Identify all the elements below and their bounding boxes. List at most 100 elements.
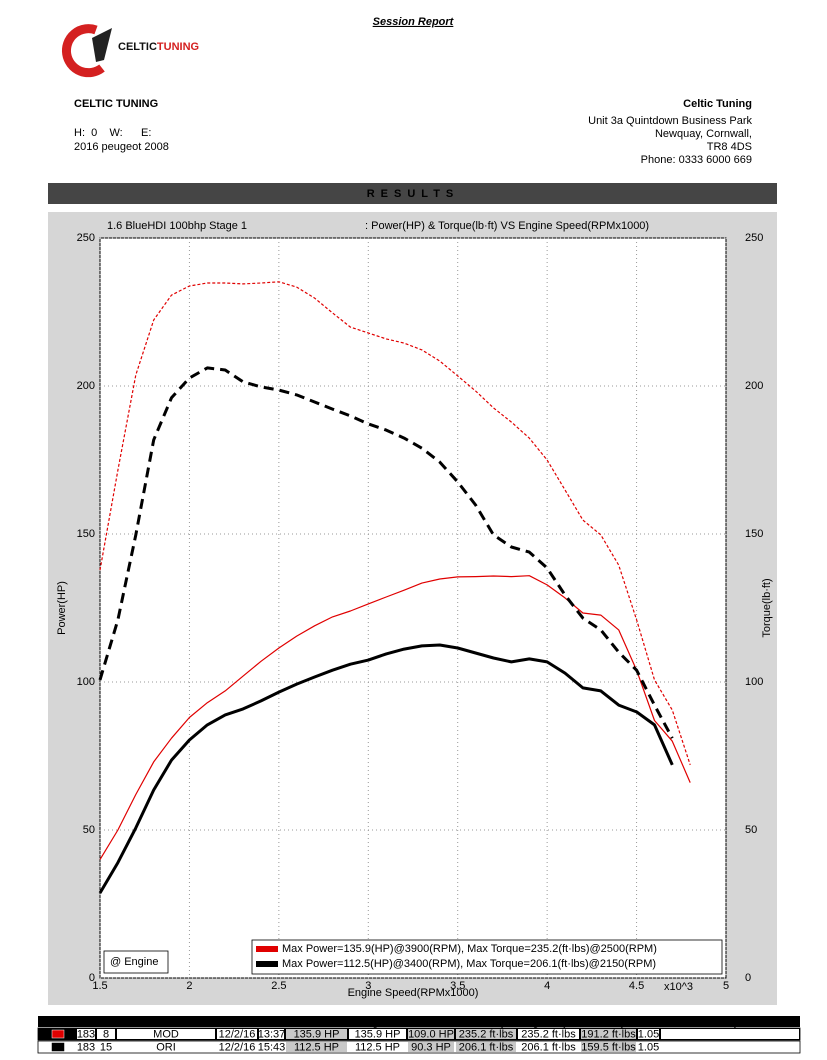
table-header: Color xyxy=(43,1016,72,1028)
y2-axis-label: Torque(lb·ft) xyxy=(761,578,773,637)
report-title: Session Report xyxy=(373,16,455,28)
table-cell xyxy=(286,1042,347,1052)
table-cell-text: 1.05 xyxy=(638,1028,659,1040)
series-line xyxy=(98,643,674,894)
color-swatch xyxy=(51,1042,65,1052)
legend-swatch xyxy=(256,946,278,952)
table-header: Run xyxy=(95,1016,117,1028)
table-cell-text: MOD xyxy=(153,1028,179,1040)
table-cell-text: 8 xyxy=(103,1028,109,1040)
company-name: CELTIC TUNING xyxy=(74,98,158,110)
plot-area xyxy=(99,237,727,979)
logo-word: TUNING xyxy=(157,41,199,53)
table-header: Max Torque xyxy=(456,1016,517,1028)
table-cell xyxy=(456,1029,516,1039)
x-tick-label: 3 xyxy=(365,980,371,992)
annotation-box xyxy=(103,950,169,974)
logo-word: CELTIC xyxy=(118,41,157,53)
table-header: Av. Torque xyxy=(581,1016,636,1028)
table-cell-text: 235.2 ft·lbs xyxy=(521,1028,576,1040)
table-header: Title xyxy=(155,1016,177,1028)
table-cell-text: 15:43 xyxy=(258,1041,286,1053)
address-line: Phone: 0333 6000 669 xyxy=(641,154,752,166)
address-name: Celtic Tuning xyxy=(683,98,752,110)
x-tick-label: 2.5 xyxy=(271,980,286,992)
y2-tick-label: 0 xyxy=(745,972,751,984)
table-cell xyxy=(638,1042,659,1052)
x-tick-label: 5 xyxy=(723,980,729,992)
table-cell-text: 112.5 HP xyxy=(355,1041,400,1053)
table-cell-text: 13:37 xyxy=(258,1028,286,1040)
series-line xyxy=(98,366,674,739)
y-tick-label: 50 xyxy=(83,824,95,836)
series-line xyxy=(99,281,691,766)
table-cell-text: ORI xyxy=(156,1041,176,1053)
y-tick-label: 200 xyxy=(77,380,95,392)
table-header-bg xyxy=(38,1016,800,1027)
table-cell-text: 12/2/16 xyxy=(219,1028,256,1040)
table-cell xyxy=(117,1042,215,1052)
table-cell xyxy=(259,1042,284,1052)
chart-title: : Power(HP) & Torque(lb·ft) VS Engine Sp… xyxy=(365,220,649,232)
table-cell-text: 90.3 HP xyxy=(411,1041,451,1053)
y2-tick-label: 100 xyxy=(745,676,763,688)
vehicle-info: 2016 peugeot 2008 xyxy=(74,141,169,153)
table-cell-text: 12/2/16 xyxy=(219,1041,256,1053)
table-cell-text: 191.2 ft·lbs xyxy=(581,1028,636,1040)
x-tick-label: 4.5 xyxy=(629,980,644,992)
legend-label: Max Power=135.9(HP)@3900(RPM), Max Torqu… xyxy=(282,943,657,955)
table-cell-text: 135.9 HP xyxy=(355,1028,401,1040)
table-cell xyxy=(217,1029,257,1039)
table-cell xyxy=(638,1029,659,1039)
table-header: Eng Torque xyxy=(518,1016,578,1028)
y2-tick-label: 200 xyxy=(745,380,763,392)
y-tick-label: 150 xyxy=(77,528,95,540)
legend-swatch xyxy=(256,961,278,967)
address-line: Newquay, Cornwall, xyxy=(655,128,752,140)
table-cell xyxy=(217,1042,257,1052)
table-header: Max HP xyxy=(297,1016,337,1028)
address-line: TR8 4DS xyxy=(707,141,752,153)
series-line xyxy=(99,575,691,860)
chart-subtitle: 1.6 BlueHDI 100bhp Stage 1 xyxy=(107,220,247,232)
table-cell xyxy=(259,1029,284,1039)
address-line: Unit 3a Quintdown Business Park xyxy=(588,115,752,127)
table-cell xyxy=(286,1029,347,1039)
table-cell xyxy=(408,1042,454,1052)
y-tick-label: 250 xyxy=(77,232,95,244)
table-cell xyxy=(77,1042,95,1052)
table-cell xyxy=(349,1029,406,1039)
logo-mark xyxy=(61,24,105,78)
table-header: Av. HP xyxy=(414,1016,448,1028)
x-tick-label: 4 xyxy=(544,980,550,992)
legend-box xyxy=(251,939,723,975)
table-cell-text: 112.5 HP xyxy=(294,1041,339,1053)
x-tick-label: 1.5 xyxy=(92,980,107,992)
table-cell xyxy=(518,1042,579,1052)
table-cell-text: 159.5 ft·lbs xyxy=(581,1041,636,1053)
y2-tick-label: 250 xyxy=(745,232,763,244)
table-cell xyxy=(408,1029,454,1039)
table-cell xyxy=(97,1042,115,1052)
table-cell-text: 1.05 xyxy=(638,1041,659,1053)
y2-tick-label: 50 xyxy=(745,824,757,836)
table-header: Time xyxy=(259,1016,284,1028)
y2-tick-label: 150 xyxy=(745,528,763,540)
table-header: Ses xyxy=(76,1016,96,1028)
table-cell-text: 235.2 ft·lbs xyxy=(459,1028,514,1040)
table-cell xyxy=(456,1042,516,1052)
x-multiplier: x10^3 xyxy=(664,981,693,993)
table-cell xyxy=(661,1042,799,1052)
table-header: Eng HP xyxy=(358,1016,397,1028)
table-cell-text: 206.1 ft·lbs xyxy=(459,1041,514,1053)
table-header: CF xyxy=(641,1016,656,1028)
section-bar xyxy=(48,183,777,204)
logo-text: CELTICTUNING xyxy=(118,41,199,53)
x-tick-label: 2 xyxy=(186,980,192,992)
table-cell xyxy=(77,1029,95,1039)
table-cell xyxy=(349,1042,406,1052)
table-header: Date xyxy=(225,1016,249,1028)
table-cell xyxy=(661,1029,799,1039)
